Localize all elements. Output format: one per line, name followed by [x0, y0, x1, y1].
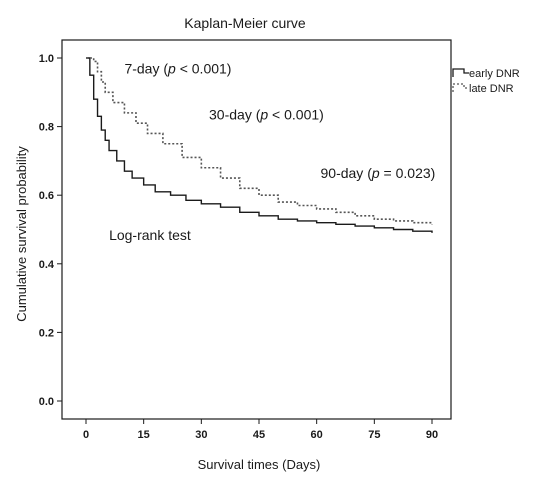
series-line-late-dnr [86, 57, 433, 225]
x-tick-label: 15 [138, 429, 150, 441]
y-axis: 0.0 0.2 0.4 0.6 0.8 1.0 [39, 53, 62, 408]
x-tick-label: 30 [195, 429, 207, 441]
y-tick-label: 0.6 [39, 190, 54, 202]
plot-frame [61, 39, 452, 420]
legend: early DNR late DNR [452, 68, 520, 95]
annotation-label: Log-rank test [109, 227, 191, 243]
legend-label: late DNR [469, 83, 514, 95]
legend-swatch [452, 83, 469, 92]
annotations: 7-day (p < 0.001) 30-day (p < 0.001) 90-da… [109, 60, 435, 242]
x-axis-title: Survival times (Days) [198, 457, 321, 472]
annotation-label: 30-day (p < 0.001) [209, 107, 324, 123]
survival-curves [86, 57, 433, 233]
x-axis: 0 15 30 45 60 75 90 [83, 419, 438, 441]
x-tick-label: 0 [83, 429, 89, 441]
y-axis-title: Cumulative survival probability [14, 146, 29, 322]
x-tick-label: 45 [253, 429, 265, 441]
legend-swatch [452, 68, 469, 77]
x-tick-label: 75 [368, 429, 380, 441]
series-line-early-dnr [86, 57, 433, 233]
legend-label: early DNR [469, 68, 520, 80]
x-tick-label: 90 [426, 429, 438, 441]
annotation-label: 90-day (p = 0.023) [321, 165, 436, 181]
annotation-label: 7-day (p < 0.001) [124, 60, 231, 76]
x-tick-label: 60 [311, 429, 323, 441]
y-tick-label: 1.0 [39, 53, 54, 65]
plot-border [61, 39, 452, 420]
y-tick-label: 0.4 [39, 259, 55, 271]
y-tick-label: 0.8 [39, 122, 54, 134]
y-tick-label: 0.0 [39, 396, 54, 408]
chart-title: Kaplan-Meier curve [184, 15, 306, 31]
y-tick-label: 0.2 [39, 327, 54, 339]
